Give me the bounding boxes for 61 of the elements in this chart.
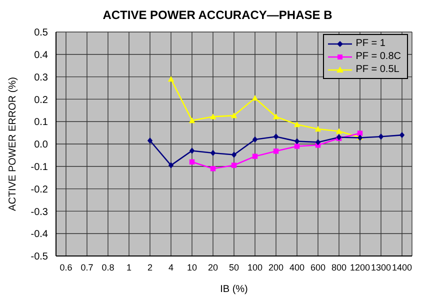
point: [399, 132, 405, 138]
point: [147, 138, 153, 144]
point: [252, 154, 258, 159]
x-tick-label: 10: [186, 262, 198, 272]
y-tick-label: 0.0: [34, 140, 48, 151]
point: [189, 159, 195, 165]
point: [273, 134, 279, 140]
x-tick-label: 2: [147, 262, 153, 272]
point: [336, 128, 342, 134]
point: [189, 148, 195, 154]
point: [231, 162, 237, 168]
x-tick-label: 50: [228, 262, 240, 272]
x-tick-label: 1400: [392, 262, 412, 272]
point: [378, 134, 384, 140]
point: [210, 150, 216, 156]
point: [252, 94, 258, 101]
x-tick-label: 100: [247, 262, 263, 272]
legend-label: PF = 0.8C: [356, 50, 401, 63]
point: [357, 130, 363, 136]
y-tick-label: 0.1: [34, 117, 48, 128]
legend-label: PF = 0.5L: [356, 63, 400, 76]
point: [210, 114, 216, 120]
point: [188, 117, 196, 124]
x-tick-label: 1300: [370, 262, 392, 272]
x-tick-label: 400: [289, 262, 305, 272]
x-tick-label: 0.8: [102, 262, 114, 272]
y-tick-label: -0.3: [30, 206, 48, 218]
y-tick-label: 0.3: [34, 72, 48, 84]
y-tick-label: 0.4: [34, 50, 48, 61]
x-tick-label: 0.7: [80, 262, 94, 272]
x-tick-label: 20: [208, 262, 218, 272]
x-tick-label: 1200: [350, 262, 370, 272]
point: [231, 152, 237, 158]
point: [294, 121, 300, 128]
point: [252, 136, 258, 143]
point: [315, 139, 321, 146]
point: [168, 162, 174, 168]
y-tick-label: -0.4: [30, 229, 48, 240]
x-tick-label: 800: [331, 262, 347, 272]
x-axis-title: IB (%): [220, 284, 248, 295]
point: [272, 114, 280, 120]
x-tick-label: 0.6: [60, 262, 72, 272]
y-tick-label: 0.5: [34, 28, 48, 39]
x-tick-label: 200: [268, 262, 284, 272]
point: [168, 76, 174, 82]
y-tick-label: 0.2: [34, 94, 48, 106]
point: [294, 144, 300, 149]
point: [210, 166, 216, 172]
x-tick-label: 600: [310, 262, 326, 272]
y-tick-label: -0.2: [30, 184, 48, 196]
legend-label: PF = 1: [356, 37, 386, 50]
y-tick-label: -0.5: [30, 252, 48, 263]
point: [294, 138, 300, 144]
chart-title: ACTIVE POWER ACCURACY—PHASE B: [102, 8, 334, 22]
x-tick-label: 1: [126, 262, 132, 272]
y-tick-label: -0.1: [30, 162, 48, 173]
x-tick-label: 4: [168, 262, 174, 272]
point: [230, 112, 238, 118]
point: [314, 126, 322, 132]
point: [273, 148, 279, 154]
y-axis-title: ACTIVE POWER ERROR (%): [8, 77, 19, 211]
